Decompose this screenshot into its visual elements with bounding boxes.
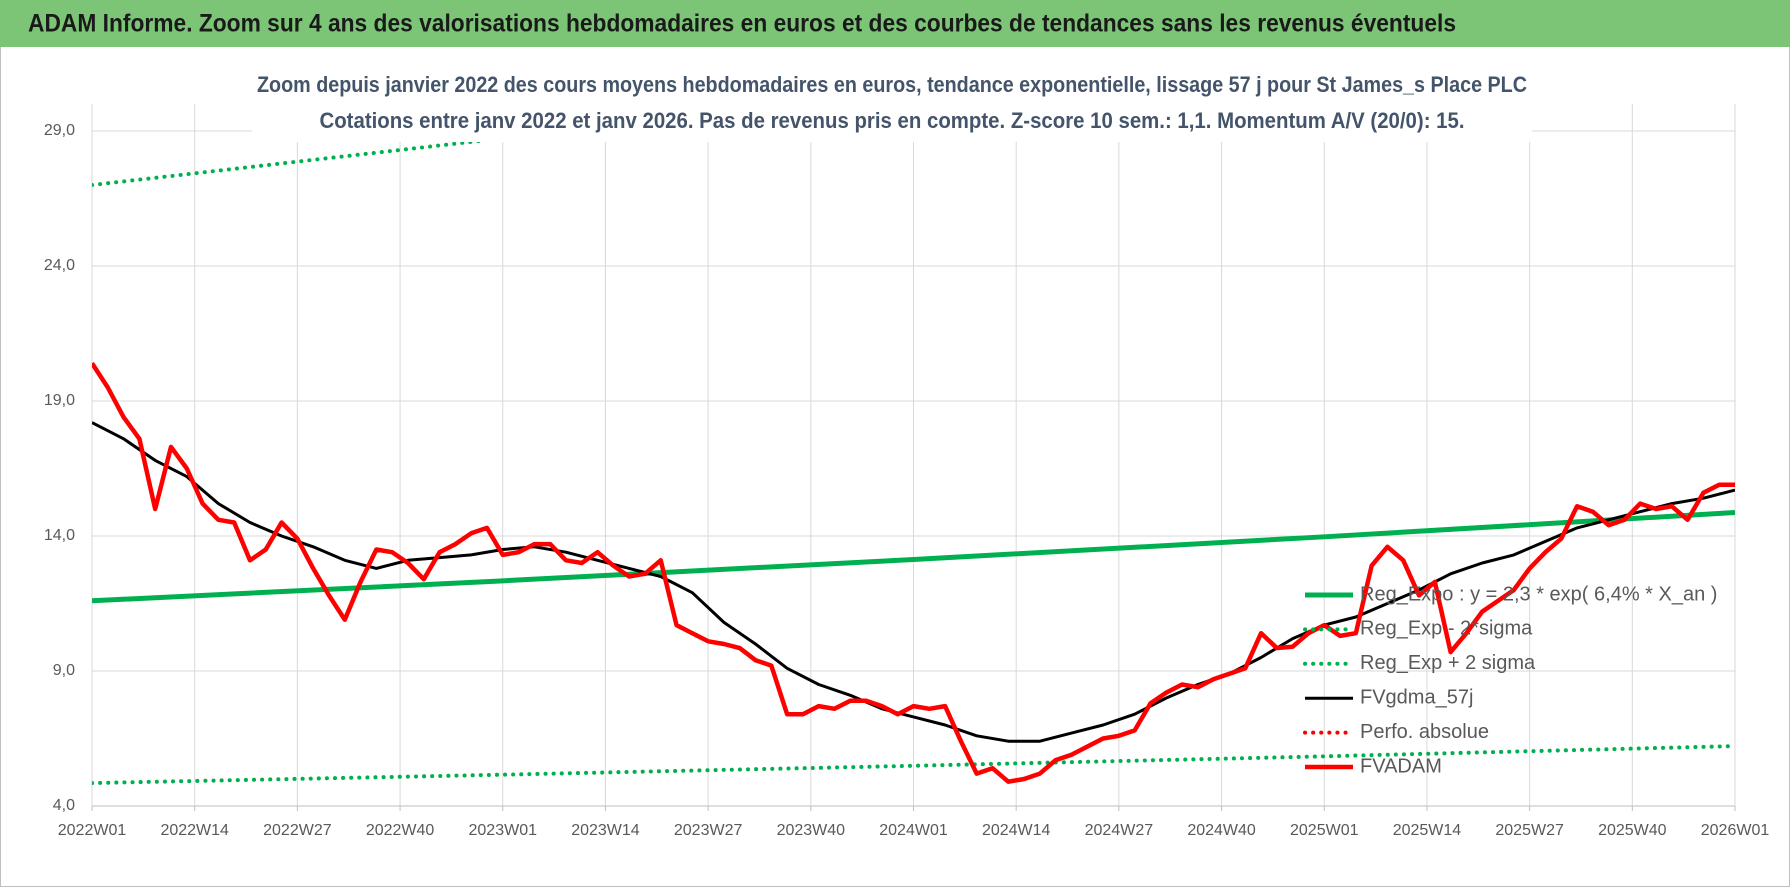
x-tick-label: 2026W01 <box>1701 822 1770 839</box>
y-tick-label: 14,0 <box>44 527 75 544</box>
chart-subtitle: Cotations entre janv 2022 et janv 2026. … <box>320 108 1465 133</box>
x-tick-label: 2025W40 <box>1598 822 1667 839</box>
x-tick-label: 2022W01 <box>58 822 127 839</box>
legend-label: FVADAM <box>1360 755 1442 777</box>
x-tick-label: 2025W14 <box>1393 822 1462 839</box>
series-line <box>92 744 1735 786</box>
subtitle-box <box>252 66 1532 142</box>
axes: 4,0 9,0 14,0 19,0 24,0 29,0 2022W01 2022W14 2022… <box>44 122 1769 839</box>
y-tick-label: 19,0 <box>44 392 75 409</box>
y-tick-label: 24,0 <box>44 257 75 274</box>
x-tick-label: 2022W14 <box>160 822 229 839</box>
legend-label: Reg_Exp + 2 sigma <box>1360 652 1536 674</box>
y-tick-label: 4,0 <box>53 797 75 814</box>
header-band <box>0 0 1790 47</box>
x-tick-label: 2024W01 <box>879 822 948 839</box>
chart-subtitle: Zoom depuis janvier 2022 des cours moyen… <box>257 72 1527 97</box>
chart-title: ADAM Informe. Zoom sur 4 ans des valoris… <box>28 10 1456 38</box>
legend: Reg_Expo : y = 2,3 * exp( 6,4% * X_an ) R… <box>1303 583 1717 777</box>
legend-label: Reg_Expo : y = 2,3 * exp( 6,4% * X_an ) <box>1360 583 1717 605</box>
x-tick-label: 2024W40 <box>1187 822 1256 839</box>
x-tick-label: 2025W01 <box>1290 822 1359 839</box>
y-tick-label: 29,0 <box>44 122 75 139</box>
x-tick-label: 2022W40 <box>366 822 435 839</box>
y-tick-label: 9,0 <box>53 662 75 679</box>
series-line <box>92 361 1735 784</box>
series-line <box>92 510 1735 604</box>
plot <box>92 104 1735 786</box>
x-tick-label: 2022W27 <box>263 822 332 839</box>
x-tick-label: 2024W14 <box>982 822 1051 839</box>
x-tick-label: 2023W27 <box>674 822 743 839</box>
x-tick-label: 2025W27 <box>1495 822 1564 839</box>
x-tick-label: 2023W14 <box>571 822 640 839</box>
x-tick-label: 2023W01 <box>469 822 538 839</box>
x-tick-label: 2024W27 <box>1085 822 1154 839</box>
legend-label: FVgdma_57j <box>1360 686 1473 708</box>
series-line <box>92 104 803 187</box>
series-line <box>92 421 1735 743</box>
legend-label: Perfo. absolue <box>1360 721 1489 743</box>
x-tick-label: 2023W40 <box>777 822 846 839</box>
legend-label: Reg_Exp - 2*sigma <box>1360 618 1533 640</box>
